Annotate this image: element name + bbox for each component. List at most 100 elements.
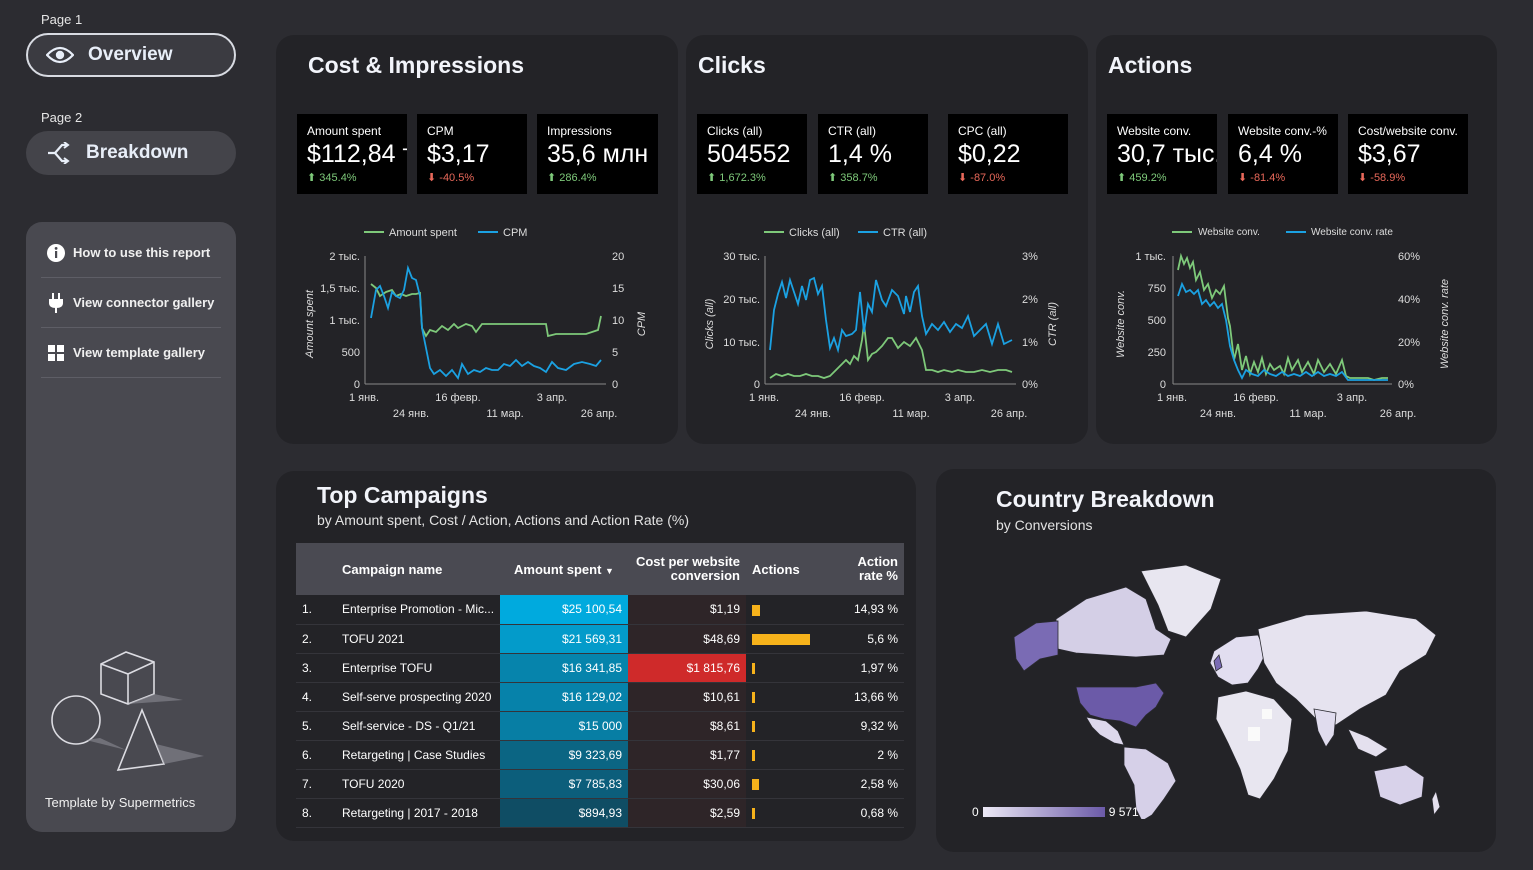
col-campaign-name[interactable]: Campaign name xyxy=(336,543,500,595)
campaign-name: Enterprise TOFU xyxy=(336,653,500,683)
table-row[interactable]: 7. TOFU 2020 $7 785,83 $30,06 2,58 % xyxy=(296,769,904,799)
legend-cpm: CPM xyxy=(503,227,527,239)
actions-cell xyxy=(746,740,832,770)
region-europe xyxy=(1209,634,1267,686)
cost-per-conversion-cell: $1,77 xyxy=(628,740,746,770)
cost-line-chart: Amount spent CPM 2 тыс. 1,5 тыс. 1 тыс. … xyxy=(304,227,648,420)
how-to-use-link[interactable]: How to use this report xyxy=(41,228,221,278)
world-map[interactable] xyxy=(996,559,1456,819)
amount-spent-cell: $25 100,54 xyxy=(500,595,628,625)
kpi-label: CPM xyxy=(427,124,454,138)
cost-per-conversion-cell: $10,61 xyxy=(628,682,746,712)
kpi-ctr: CTR (all) 1,4 % ⬆ 358.7% xyxy=(818,114,928,194)
kpi-amount-spent: Amount spent $112,84 тыс. ⬆ 345.4% xyxy=(297,114,407,194)
row-index: 1. xyxy=(296,595,336,625)
actions-cell xyxy=(746,769,832,799)
y-axis-title: Clicks (all) xyxy=(704,298,716,349)
col-amount-spent[interactable]: Amount spent ▼ xyxy=(500,543,628,595)
action-rate-cell: 9,32 % xyxy=(832,711,904,741)
amount-spent-cell: $16 129,02 xyxy=(500,682,628,712)
x-tick: 26 апр. xyxy=(991,408,1028,420)
template-gallery-label: View template gallery xyxy=(73,345,205,360)
y2-axis-title: Website conv. rate xyxy=(1439,279,1451,369)
y2-tick: 20 xyxy=(612,251,624,263)
template-gallery-link[interactable]: View template gallery xyxy=(41,328,221,378)
x-tick: 3 апр. xyxy=(1337,392,1367,404)
col-action-rate[interactable]: Action rate % xyxy=(832,543,904,595)
campaigns-table: Campaign name Amount spent ▼ Cost per we… xyxy=(296,543,904,828)
scale-max: 9 571 xyxy=(1108,805,1139,819)
x-tick: 24 янв. xyxy=(1200,408,1236,420)
x-tick: 24 янв. xyxy=(795,408,831,420)
y2-tick: 10 xyxy=(612,315,624,327)
clicks-card: Clicks Clicks (all) 504552 ⬆ 1,672.3% CT… xyxy=(686,35,1088,444)
row-index: 6. xyxy=(296,740,336,770)
arrow-up-icon: ⬆ xyxy=(547,172,557,184)
split-arrows-icon xyxy=(42,142,74,164)
table-row[interactable]: 3. Enterprise TOFU $16 341,85 $1 815,76 1,97… xyxy=(296,653,904,683)
legend-website-conv-rate: Website conv. rate xyxy=(1311,227,1393,238)
arrow-up-icon: ⬆ xyxy=(828,172,838,184)
kpi-change: ⬆ 345.4% xyxy=(307,172,357,184)
y-tick: 2 тыс. xyxy=(329,251,360,263)
action-rate-cell: 14,93 % xyxy=(832,595,904,625)
connector-gallery-label: View connector gallery xyxy=(73,295,215,310)
scale-gradient xyxy=(982,807,1105,817)
kpi-website-conv-rate: Website conv.-% 6,4 % ⬇ -81.4% xyxy=(1228,114,1338,194)
cost-per-conversion-cell: $48,69 xyxy=(628,624,746,654)
region-se-asia xyxy=(1347,728,1389,758)
overview-page-button[interactable]: Overview xyxy=(26,33,236,77)
table-row[interactable]: 1. Enterprise Promotion - Mic... $25 100,5… xyxy=(296,595,904,625)
kpi-website-conv: Website conv. 30,7 тыс. ⬆ 459.2% xyxy=(1107,114,1217,194)
y2-tick: 20% xyxy=(1398,337,1420,349)
row-index: 3. xyxy=(296,653,336,683)
breakdown-page-button[interactable]: Breakdown xyxy=(26,131,236,175)
kpi-clicks: Clicks (all) 504552 ⬆ 1,672.3% xyxy=(697,114,807,194)
amount-spent-cell: $21 569,31 xyxy=(500,624,628,654)
plug-icon xyxy=(45,292,67,313)
col-cost-per-conversion[interactable]: Cost per website conversion xyxy=(628,543,746,595)
region-australia xyxy=(1373,764,1425,806)
kpi-label: Impressions xyxy=(547,124,612,138)
actions-card: Actions Website conv. 30,7 тыс. ⬆ 459.2%… xyxy=(1096,35,1497,444)
y-tick: 500 xyxy=(342,347,360,359)
x-tick: 11 мар. xyxy=(892,408,929,420)
y2-tick: 1% xyxy=(1022,337,1038,349)
connector-gallery-link[interactable]: View connector gallery xyxy=(41,278,221,328)
actions-cell xyxy=(746,682,832,712)
x-tick: 11 мар. xyxy=(486,408,523,420)
table-row[interactable]: 2. TOFU 2021 $21 569,31 $48,69 5,6 % xyxy=(296,624,904,654)
table-row[interactable]: 5. Self-service - DS - Q1/21 $15 000 $8,61 9… xyxy=(296,711,904,741)
eye-icon xyxy=(44,46,76,64)
y-tick: 0 xyxy=(354,379,360,391)
cost-card-title: Cost & Impressions xyxy=(308,52,524,78)
y-tick: 1,5 тыс. xyxy=(320,283,360,295)
y-tick: 750 xyxy=(1148,283,1166,295)
amount-spent-cell: $894,93 xyxy=(500,798,628,828)
y2-tick: 2% xyxy=(1022,294,1038,306)
arrow-up-icon: ⬆ xyxy=(1117,172,1127,184)
row-index: 2. xyxy=(296,624,336,654)
table-row[interactable]: 6. Retargeting | Case Studies $9 323,69 $1,… xyxy=(296,740,904,770)
campaign-name: TOFU 2020 xyxy=(336,769,500,799)
y-tick: 1 тыс. xyxy=(329,315,360,327)
cost-per-conversion-cell: $1,19 xyxy=(628,595,746,625)
page2-label: Page 2 xyxy=(41,110,83,125)
kpi-cost-per-conv: Cost/website conv. $3,67 ⬇ -58.9% xyxy=(1348,114,1468,194)
campaign-name: Enterprise Promotion - Mic... xyxy=(336,595,500,625)
y-tick: 250 xyxy=(1148,347,1166,359)
kpi-change: ⬆ 358.7% xyxy=(828,172,878,184)
y-tick: 0 xyxy=(1160,379,1166,391)
campaigns-subtitle: by Amount spent, Cost / Action, Actions … xyxy=(317,512,689,528)
region-canada xyxy=(1055,586,1172,658)
y2-axis-title: CTR (all) xyxy=(1047,302,1059,346)
amount-spent-cell: $16 341,85 xyxy=(500,653,628,683)
y2-tick: 0% xyxy=(1398,379,1414,391)
action-rate-cell: 0,68 % xyxy=(832,798,904,828)
table-row[interactable]: 4. Self-serve prospecting 2020 $16 129,02 $… xyxy=(296,682,904,712)
cost-per-conversion-cell: $8,61 xyxy=(628,711,746,741)
kpi-change: ⬇ -40.5% xyxy=(427,172,475,184)
x-tick: 26 апр. xyxy=(1380,408,1417,420)
col-actions[interactable]: Actions xyxy=(746,543,832,595)
table-row[interactable]: 8. Retargeting | 2017 - 2018 $894,93 $2,59 0… xyxy=(296,798,904,828)
